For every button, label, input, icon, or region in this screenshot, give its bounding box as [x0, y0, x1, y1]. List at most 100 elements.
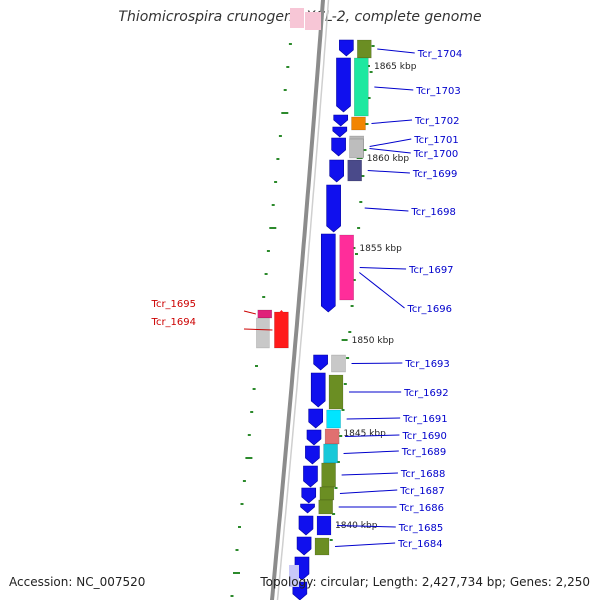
gene-label-tcr-1684[interactable]: Tcr_1684 [397, 539, 442, 550]
feature-tick [334, 487, 338, 489]
cds-arrow [306, 429, 322, 446]
feature-tick [352, 279, 356, 281]
gene-feature-tcr-1689[interactable] [323, 443, 338, 464]
scale-mark-label: 1860 kbp [367, 154, 410, 164]
label-leader [243, 328, 273, 331]
gene-feature-tcr-1700[interactable] [349, 138, 364, 159]
genome-backbone-edge [276, 0, 330, 600]
gene-feature-tcr-1686[interactable] [318, 499, 333, 515]
gene-label-tcr-1688[interactable]: Tcr_1688 [400, 469, 445, 480]
gene-label-tcr-1691[interactable]: Tcr_1691 [402, 414, 447, 425]
gene-label-tcr-1701[interactable]: Tcr_1701 [413, 135, 458, 146]
gene-feature-tcr-1702[interactable] [351, 116, 366, 131]
gene-feature-partial [305, 12, 321, 30]
ring-tick [276, 158, 280, 160]
gene-feature-tcr-1688[interactable] [321, 462, 336, 488]
cds-arrow [301, 487, 317, 504]
gene-feature-tcr-1704[interactable] [357, 39, 372, 59]
ring-tick [255, 365, 258, 367]
gene-label-tcr-1699[interactable]: Tcr_1699 [412, 169, 457, 180]
gene-label-tcr-1692[interactable]: Tcr_1692 [403, 388, 448, 399]
gene-feature-tcr-1690[interactable] [324, 428, 340, 445]
ring-tick [262, 296, 266, 298]
gene-feature-tcr-1687[interactable] [319, 486, 335, 501]
ring-tick [286, 66, 290, 68]
gene-label-tcr-1690[interactable]: Tcr_1690 [401, 431, 446, 442]
scale-mark-label: 1855 kbp [359, 244, 402, 254]
gene-feature-tcr-1703[interactable] [354, 57, 369, 117]
gene-feature-tcr-1697[interactable] [339, 234, 354, 301]
scale-mark-label: 1865 kbp [374, 62, 417, 72]
label-leader [369, 138, 412, 147]
cds-arrow [313, 354, 328, 371]
gene-label-tcr-1687[interactable]: Tcr_1687 [399, 486, 444, 497]
scale-mark-label: 1850 kbp [352, 336, 395, 346]
scale-mark-label: 1845 kbp [343, 429, 386, 439]
gene-label-tcr-1697[interactable]: Tcr_1697 [408, 265, 453, 276]
feature-tick [336, 461, 340, 463]
feature-tick [369, 71, 373, 73]
label-leader [351, 362, 403, 364]
label-leader [339, 489, 398, 494]
gene-label-tcr-1700[interactable]: Tcr_1700 [413, 149, 458, 160]
cds-arrow [331, 137, 346, 157]
ring-tick [235, 549, 239, 551]
genome-backbone-line [269, 0, 326, 600]
scale-tick [341, 339, 348, 341]
feature-tick [359, 201, 363, 203]
gene-feature-tcr-1692[interactable] [328, 374, 344, 410]
label-leader [364, 207, 409, 212]
gene-label-tcr-1695[interactable]: Tcr_1695 [151, 299, 196, 310]
ring-tick [233, 572, 240, 574]
ring-tick [269, 227, 277, 229]
feature-tick [371, 45, 375, 47]
feature-tick [357, 227, 361, 229]
feature-tick [363, 149, 367, 151]
gene-feature-tcr-1693[interactable] [331, 354, 346, 373]
gene-label-tcr-1689[interactable]: Tcr_1689 [401, 447, 446, 458]
gene-feature-tcr-1691[interactable] [326, 409, 341, 429]
ring-tick [278, 135, 282, 137]
gene-label-tcr-1694[interactable]: Tcr_1694 [151, 317, 196, 328]
cds-arrow [300, 503, 315, 514]
gene-label-tcr-1698[interactable]: Tcr_1698 [410, 207, 455, 218]
ring-tick [271, 204, 275, 206]
feature-tick [339, 435, 343, 437]
label-leader [359, 267, 407, 270]
gene-feature-tcr-1695[interactable] [257, 309, 273, 319]
ring-tick [242, 480, 246, 482]
gene-feature-tcr-1699[interactable] [347, 159, 362, 182]
label-leader [377, 48, 415, 54]
gene-label-tcr-1685[interactable]: Tcr_1685 [398, 523, 443, 534]
cds-arrow [298, 515, 314, 536]
gene-label-tcr-1703[interactable]: Tcr_1703 [415, 86, 460, 97]
gene-label-tcr-1704[interactable]: Tcr_1704 [417, 49, 462, 60]
feature-tick [341, 409, 345, 411]
cds-arrow [336, 57, 351, 113]
gene-label-tcr-1686[interactable]: Tcr_1686 [399, 503, 444, 514]
label-leader [336, 525, 396, 528]
cds-arrow [339, 39, 354, 57]
ring-tick [283, 89, 287, 91]
gene-label-tcr-1693[interactable]: Tcr_1693 [404, 359, 449, 370]
feature-tick [350, 305, 354, 307]
cds-arrow [333, 114, 349, 127]
feature-tick [346, 357, 350, 359]
cds-arrow [326, 184, 341, 233]
ring-tick [266, 250, 270, 252]
gene-feature-partial [290, 8, 304, 28]
cds-arrow [296, 536, 312, 556]
gene-arrow-head [274, 310, 289, 318]
label-leader [343, 450, 399, 454]
gene-feature-tcr-1685[interactable] [316, 515, 332, 536]
ring-tick [274, 181, 278, 183]
gene-feature-tcr-1684[interactable] [314, 537, 330, 556]
feature-tick [355, 253, 358, 255]
label-leader [335, 542, 396, 547]
feature-tick [348, 331, 352, 333]
ring-tick [281, 112, 289, 114]
gene-label-tcr-1702[interactable]: Tcr_1702 [414, 116, 459, 127]
feature-tick [367, 97, 371, 99]
gene-label-tcr-1696[interactable]: Tcr_1696 [407, 304, 452, 315]
